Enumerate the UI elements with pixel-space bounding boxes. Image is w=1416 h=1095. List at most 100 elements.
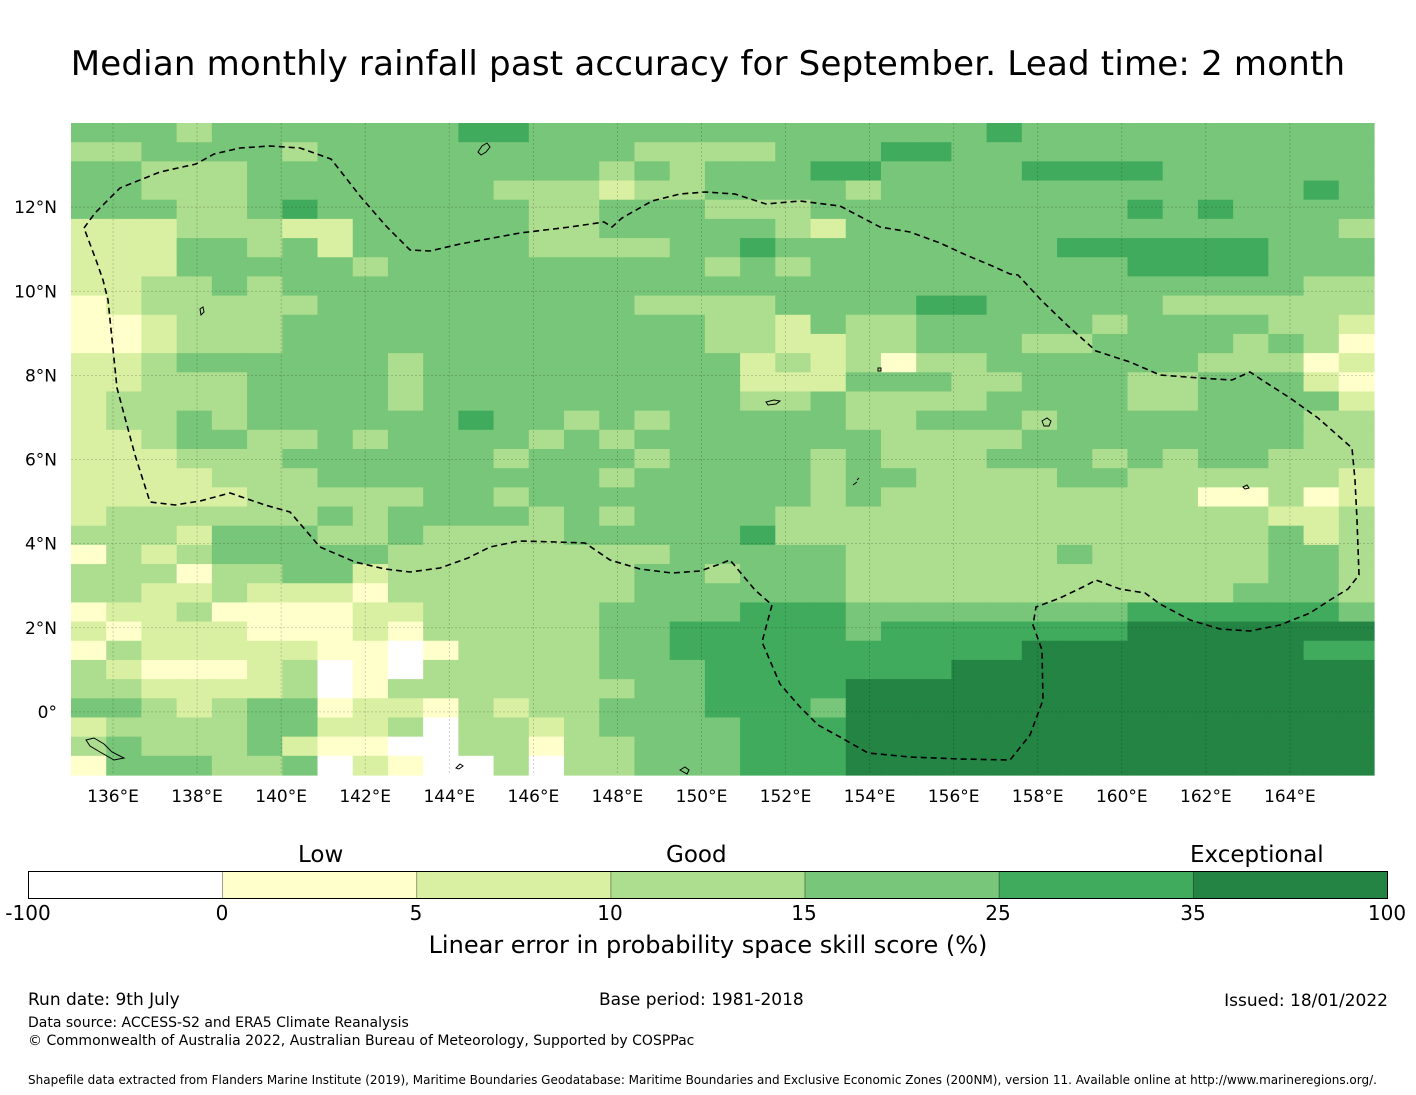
skill-cell — [282, 755, 319, 776]
colorbar-segment — [998, 871, 1194, 899]
skill-cell — [493, 314, 530, 335]
skill-cell — [740, 333, 776, 354]
skill-cell — [986, 161, 1023, 182]
skill-cell — [247, 755, 283, 776]
skill-cell — [282, 314, 319, 335]
island-outline — [199, 306, 205, 317]
skill-cell — [1233, 506, 1269, 527]
skill-cell — [564, 161, 600, 182]
skill-cell — [387, 142, 424, 162]
skill-cell — [986, 544, 1023, 565]
skill-cell — [634, 736, 671, 757]
skill-cell — [1162, 429, 1199, 450]
skill-cell — [282, 180, 319, 201]
skill-cell — [564, 333, 600, 354]
skill-cell — [1092, 659, 1129, 680]
skill-cell — [1197, 506, 1234, 527]
skill-cell — [106, 372, 143, 393]
skill-cell — [634, 257, 671, 278]
skill-cell — [810, 602, 847, 623]
skill-cell — [71, 333, 107, 354]
skill-cell — [247, 295, 283, 316]
skill-cell — [1303, 142, 1340, 162]
skill-cell — [1233, 314, 1269, 335]
skill-cell — [176, 314, 213, 335]
skill-cell — [599, 525, 636, 546]
skill-cell — [1092, 161, 1129, 182]
skill-cell — [317, 314, 354, 335]
skill-cell — [564, 525, 600, 546]
skill-cell — [1233, 449, 1269, 469]
skill-cell — [1197, 755, 1234, 776]
skill-cell — [71, 736, 107, 757]
skill-cell — [71, 468, 107, 488]
skill-cell — [775, 659, 812, 680]
skill-cell — [282, 506, 319, 527]
skill-cell — [740, 544, 776, 565]
skill-cell — [176, 257, 213, 278]
skill-cell — [1021, 123, 1058, 143]
skill-cell — [247, 698, 283, 719]
skill-cell — [493, 429, 530, 450]
skill-cell — [775, 333, 812, 354]
skill-cell — [211, 602, 248, 623]
skill-cell — [1233, 717, 1269, 738]
skill-cell — [458, 218, 495, 239]
island-outline — [1242, 484, 1250, 490]
skill-cell — [176, 180, 213, 201]
longitude-tick-label: 162°E — [1180, 787, 1232, 807]
skill-cell — [916, 621, 953, 642]
skill-cell — [71, 142, 107, 162]
skill-cell — [423, 333, 459, 354]
skill-cell — [458, 199, 495, 220]
skill-cell — [352, 199, 389, 220]
skill-cell — [810, 468, 847, 488]
skill-cell — [176, 506, 213, 527]
skill-cell — [176, 679, 213, 699]
latitude-tick-labels: 12°N 10°N 8°N 6°N 4°N 2°N 0° — [14, 198, 57, 723]
skill-cell — [317, 679, 354, 699]
skill-cell — [951, 161, 988, 182]
skill-cell — [106, 238, 143, 258]
skill-cell — [951, 525, 988, 546]
skill-cell — [704, 640, 741, 661]
skill-cell — [282, 218, 319, 239]
colorbar-tick: 100 — [1367, 901, 1407, 925]
skill-cell — [1092, 199, 1129, 220]
skill-cell — [71, 276, 107, 297]
skill-cell — [141, 142, 178, 162]
skill-cell — [1197, 276, 1234, 297]
run-date: Run date: 9th July — [28, 990, 180, 1010]
skill-cell — [986, 583, 1023, 604]
skill-cell — [1197, 218, 1234, 239]
skill-cell — [71, 429, 107, 450]
skill-cell — [916, 314, 953, 335]
skill-cell — [1303, 659, 1340, 680]
skill-cell — [317, 602, 354, 623]
skill-cell — [317, 564, 354, 584]
skill-cell — [810, 353, 847, 373]
skill-cell — [458, 314, 495, 335]
skill-cell — [493, 353, 530, 373]
skill-cell — [317, 218, 354, 239]
skill-cell — [951, 123, 988, 143]
skill-cell — [1233, 468, 1269, 488]
skill-cell — [1057, 353, 1093, 373]
skill-cell — [740, 449, 776, 469]
skill-cell — [634, 506, 671, 527]
skill-cell — [176, 544, 213, 565]
skill-cell — [916, 180, 953, 201]
skill-cell — [282, 276, 319, 297]
skill-cell — [845, 123, 882, 143]
skill-cell — [1127, 429, 1164, 450]
skill-cell — [458, 621, 495, 642]
skill-cell — [1162, 372, 1199, 393]
skill-cell — [1057, 123, 1093, 143]
skill-cell — [669, 583, 706, 604]
skill-cell — [282, 640, 319, 661]
skill-cell — [564, 544, 600, 565]
skill-cell — [1303, 564, 1340, 584]
skill-cell — [599, 429, 636, 450]
skill-cell — [1268, 295, 1305, 316]
skill-cell — [1057, 679, 1093, 699]
